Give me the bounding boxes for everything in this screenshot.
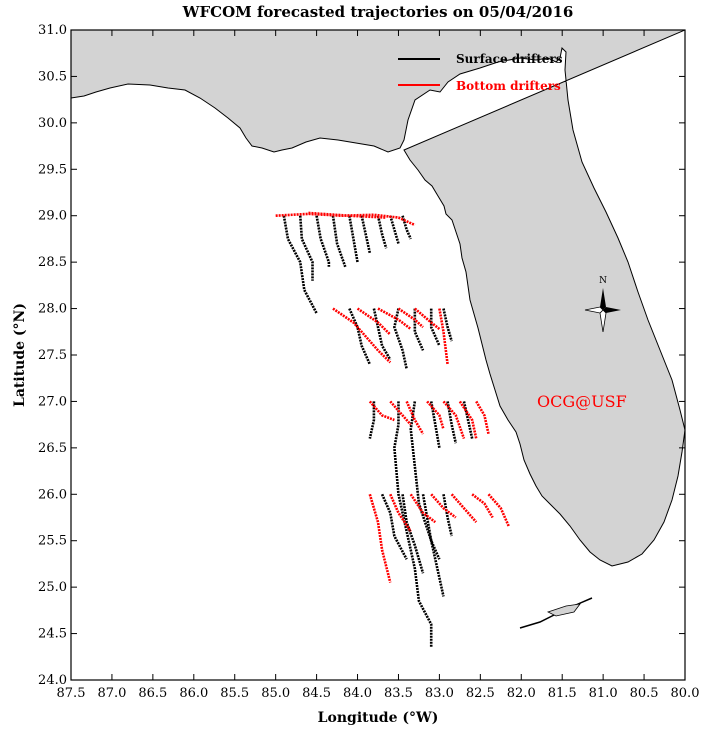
x-tick-label: 85.0 [261,686,290,701]
y-tick-label: 26.0 [38,487,67,502]
bottom-trajectory [438,308,449,365]
surface-trajectory [376,215,388,249]
x-tick-label: 83.5 [384,686,413,701]
bottom-trajectory [442,400,466,440]
bottom-trajectory [389,400,412,426]
surface-trajectory [442,308,453,342]
y-tick-label: 29.5 [38,162,67,177]
y-tick-label: 24.0 [38,673,67,688]
x-tick-label: 81.5 [548,686,577,701]
x-tick-label: 87.5 [57,686,86,701]
bottom-trajectory [308,211,387,219]
compass-icon: N [584,276,621,333]
x-axis-title: Longitude (°W) [318,710,439,726]
surface-trajectory [393,401,433,648]
surface-trajectory [282,215,318,314]
y-axis-title: Latitude (°N) [12,303,28,407]
y-tick-label: 25.0 [38,580,67,595]
x-tick-label: 82.5 [466,686,495,701]
surface-trajectory [401,494,425,574]
bottom-trajectory [368,400,395,422]
ocg-watermark: OCG@USF [537,392,627,411]
x-tick-label: 82.0 [507,686,536,701]
y-tick-label: 28.0 [38,302,67,317]
x-tick-label: 87.0 [97,686,126,701]
y-tick-label: 25.5 [38,534,67,549]
x-tick-label: 80.0 [671,686,700,701]
surface-trajectory [331,215,347,268]
bottom-trajectory [450,493,478,524]
y-tick-label: 27.5 [38,348,67,363]
bottom-trajectory [389,493,412,533]
x-tick-label: 86.5 [138,686,167,701]
bottom-trajectory [426,400,445,430]
bottom-trajectories [275,211,511,583]
x-tick-label: 83.0 [425,686,454,701]
x-tick-label: 86.0 [179,686,208,701]
surface-trajectory [413,308,425,351]
bottom-trajectory [405,400,425,435]
surface-trajectory [348,215,359,263]
y-axis-ticks: 31.0 30.5 30.0 29.5 29.0 28.5 28.0 27.5 27.0 26.5… [38,23,685,688]
x-tick-label: 80.5 [630,686,659,701]
y-tick-label: 24.5 [38,627,67,642]
florida-land [71,30,685,567]
x-tick-label: 85.5 [220,686,249,701]
surface-trajectory [409,401,445,597]
bottom-trajectory [397,307,424,329]
x-tick-label: 84.5 [302,686,331,701]
bottom-trajectory [475,400,490,435]
y-tick-label: 30.0 [38,116,67,131]
x-tick-label: 81.0 [589,686,618,701]
surface-trajectory [421,494,441,560]
surface-trajectory [389,215,400,244]
y-tick-label: 30.5 [38,69,67,84]
surface-trajectory [372,308,392,361]
surface-trajectory [462,401,474,439]
y-tick-label: 28.5 [38,255,67,270]
bottom-trajectory [356,307,392,336]
bottom-trajectory [368,493,392,583]
x-axis-ticks: 87.5 87.0 86.5 86.0 85.5 85.0 84.5 84.0 83.5 83.0… [57,30,700,701]
surface-trajectory [442,494,453,537]
bottom-trajectory [409,493,437,524]
legend-surface-label: Surface drifters [456,52,563,66]
bottom-trajectory [377,307,412,331]
y-tick-label: 29.0 [38,209,67,224]
surface-trajectory [393,308,408,370]
surface-trajectory [298,215,314,281]
x-tick-label: 84.0 [343,686,372,701]
legend-bottom-label: Bottom drifters [456,79,561,93]
bottom-trajectory [430,493,457,519]
y-tick-label: 31.0 [38,23,67,38]
chart-title: WFCOM forecasted trajectories on 05/04/2… [182,3,574,21]
surface-trajectory [429,308,441,347]
surface-trajectory [380,493,408,560]
bottom-trajectory [487,493,511,528]
compass-north-label: N [599,276,607,286]
bottom-trajectory [471,493,494,519]
y-tick-label: 26.5 [38,441,67,456]
y-tick-label: 27.0 [38,394,67,409]
surface-trajectory [348,308,372,365]
surface-trajectory [360,215,372,254]
bottom-trajectory [458,400,478,439]
keys-islands [546,603,581,617]
bottom-trajectory [332,307,392,364]
bottom-trajectory [413,307,441,331]
